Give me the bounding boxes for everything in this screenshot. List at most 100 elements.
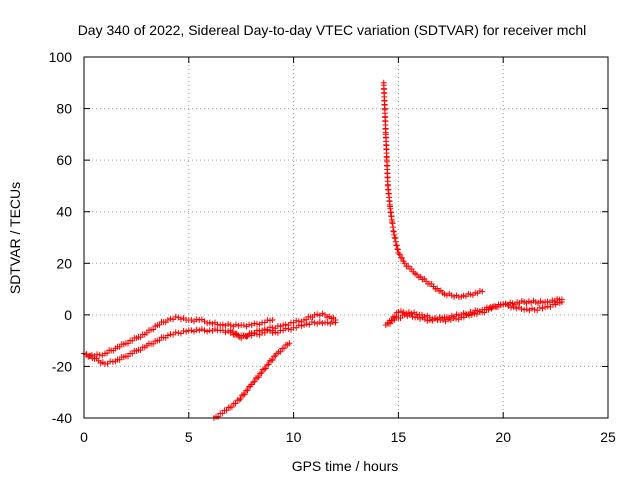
interp-point xyxy=(258,370,265,377)
data-point xyxy=(332,319,339,326)
data-point xyxy=(531,306,538,313)
x-tick-label: 0 xyxy=(80,429,88,445)
interp-point xyxy=(232,321,239,328)
data-point xyxy=(206,319,213,326)
interp-point xyxy=(387,320,394,327)
x-tick-label: 20 xyxy=(495,429,511,445)
interp-point xyxy=(391,313,398,320)
data-point xyxy=(261,366,268,373)
interp-point xyxy=(281,345,288,352)
x-tick-labels: 0 5 10 15 20 25 xyxy=(80,429,616,445)
data-point xyxy=(521,306,528,313)
interp-point xyxy=(255,374,262,381)
interp-point xyxy=(267,324,274,331)
interp-point xyxy=(180,328,187,335)
data-point xyxy=(311,311,318,318)
x-tick-label: 25 xyxy=(600,429,616,445)
interp-point xyxy=(269,356,276,363)
interp-point xyxy=(272,329,279,336)
data-point xyxy=(269,329,276,336)
data-point xyxy=(175,329,182,336)
interp-point xyxy=(232,400,239,407)
interp-point xyxy=(277,348,284,355)
interp-point xyxy=(253,327,260,334)
interp-point xyxy=(529,305,536,312)
interp-point xyxy=(219,410,226,417)
series-track-f xyxy=(382,295,565,329)
series-track-b xyxy=(210,340,293,421)
y-tick-label: 60 xyxy=(56,152,72,168)
interp-point xyxy=(240,322,247,329)
data-point xyxy=(479,288,486,295)
interp-point xyxy=(212,326,218,333)
interp-point xyxy=(398,308,405,315)
interp-point xyxy=(264,361,271,368)
series-track-c2 xyxy=(269,318,339,336)
interp-point xyxy=(329,318,336,325)
data-point xyxy=(558,296,565,303)
interp-point xyxy=(188,327,195,334)
x-tick-label: 10 xyxy=(286,429,302,445)
interp-point xyxy=(539,305,546,312)
data-point xyxy=(301,322,308,329)
interp-point xyxy=(240,391,247,398)
series-track-c xyxy=(227,310,339,342)
interp-point xyxy=(256,327,263,334)
axis-ticks xyxy=(83,56,609,419)
interp-point xyxy=(94,351,101,358)
interp-point xyxy=(324,319,331,326)
y-tick-label: 20 xyxy=(56,255,72,271)
interp-point xyxy=(241,391,248,398)
interp-point xyxy=(265,361,272,368)
interp-point xyxy=(293,317,300,324)
data-point xyxy=(286,340,293,347)
data-point xyxy=(164,332,171,339)
interp-point xyxy=(215,413,222,420)
x-tick-label: 5 xyxy=(185,429,193,445)
x-axis-title: GPS time / hours xyxy=(292,458,399,474)
series-track-a-lower xyxy=(81,326,276,367)
interp-point xyxy=(413,311,420,318)
interp-point xyxy=(308,319,315,326)
interp-point xyxy=(246,321,253,328)
interp-point xyxy=(518,306,525,313)
interp-point xyxy=(193,326,200,333)
interp-point xyxy=(222,329,229,336)
interp-point xyxy=(235,322,242,329)
interp-point xyxy=(523,306,530,313)
interp-point xyxy=(204,320,211,327)
interp-point xyxy=(225,320,232,327)
data-series xyxy=(81,79,565,421)
interp-point xyxy=(536,304,543,311)
interp-point xyxy=(314,311,321,318)
data-point xyxy=(269,317,276,324)
interp-point xyxy=(298,322,305,329)
interp-point xyxy=(228,404,235,411)
interp-point xyxy=(271,353,278,360)
interp-point xyxy=(268,357,275,364)
interp-point xyxy=(262,365,269,372)
interp-point xyxy=(219,321,226,328)
interp-point xyxy=(172,313,179,320)
data-point xyxy=(395,309,402,316)
data-point xyxy=(164,317,171,324)
data-point xyxy=(395,249,402,256)
interp-point xyxy=(392,235,399,242)
interp-point xyxy=(150,326,157,333)
data-point xyxy=(542,304,549,311)
interp-point xyxy=(404,313,411,320)
interp-point xyxy=(396,251,403,258)
interp-point xyxy=(172,329,179,336)
interp-point xyxy=(257,370,264,377)
interp-point xyxy=(295,322,302,329)
y-axis-title: SDTVAR / TECUs xyxy=(7,182,23,294)
interp-point xyxy=(259,366,266,373)
interp-point xyxy=(251,378,258,385)
data-point xyxy=(401,311,408,318)
interp-point xyxy=(107,358,114,365)
interp-point xyxy=(394,246,401,253)
interp-point xyxy=(193,316,200,323)
interp-point xyxy=(316,318,323,325)
interp-point xyxy=(237,395,244,402)
